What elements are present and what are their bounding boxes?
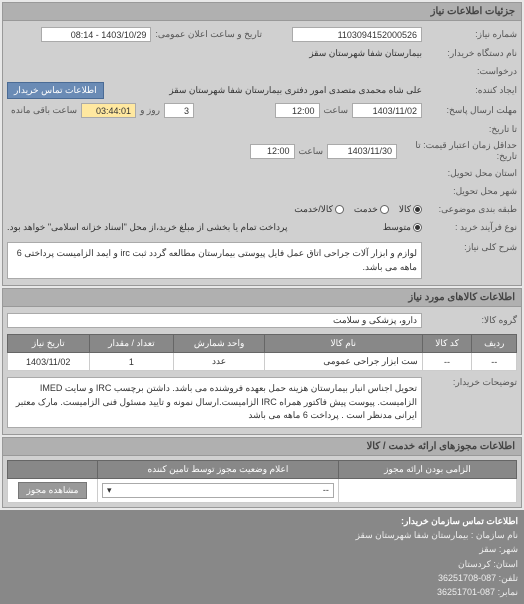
announce-value: 1403/10/29 - 08:14 bbox=[41, 27, 151, 42]
col-code: کد کالا bbox=[422, 335, 472, 353]
request-label: درخواست: bbox=[422, 66, 517, 77]
goods-info-panel: اطلاعات کالاهای مورد نیاز گروه کالا: دار… bbox=[2, 288, 522, 435]
view-license-button[interactable]: مشاهده مجوز bbox=[18, 482, 88, 499]
radio-goods[interactable]: کالا bbox=[399, 204, 422, 215]
col-row: ردیف bbox=[472, 335, 517, 353]
radio-dot-icon bbox=[413, 205, 422, 214]
need-no-value: 1103094152000526 bbox=[292, 27, 422, 42]
buyer-notes: تحویل اجناس انبار بیمارستان هزینه حمل بع… bbox=[7, 377, 422, 428]
contact-buyer-link[interactable]: اطلاعات تماس خریدار bbox=[7, 82, 104, 99]
radio-dot-icon bbox=[380, 205, 389, 214]
goods-table: ردیف کد کالا نام کالا واحد شمارش تعداد /… bbox=[7, 334, 517, 371]
buyer-value: بیمارستان شفا شهرستان سقز bbox=[309, 48, 422, 59]
license-panel: اطلاعات مجوزهای ارائه خدمت / کالا الزامی… bbox=[2, 437, 522, 508]
remain-time: 03:44:01 bbox=[81, 103, 136, 118]
time-label-2: ساعت bbox=[299, 146, 324, 157]
price-time: 12:00 bbox=[250, 144, 295, 159]
chevron-down-icon: ▾ bbox=[107, 485, 112, 496]
need-desc-label: شرح کلی نیاز: bbox=[422, 242, 517, 253]
time-label-1: ساعت bbox=[324, 105, 349, 116]
col-announce: اعلام وضعیت مجوز توسط تامین کننده bbox=[98, 460, 339, 478]
state-label: استان: bbox=[493, 557, 518, 571]
remain-label: ساعت باقی مانده bbox=[11, 105, 77, 116]
col-date: تاریخ نیاز bbox=[8, 335, 90, 353]
table-row: -- ▾ مشاهده مجوز bbox=[8, 478, 517, 502]
city-val: سقز bbox=[479, 542, 496, 556]
payment-note: پرداخت تمام یا بخشی از مبلغ خرید،از محل … bbox=[7, 222, 287, 233]
col-required: الزامی بودن ارائه مجوز bbox=[338, 460, 516, 478]
org-val: بیمارستان شفا شهرستان سقز bbox=[356, 528, 469, 542]
radio-dot-icon bbox=[335, 205, 344, 214]
remain-day-label: روز و bbox=[140, 105, 160, 116]
city-label: شهر: bbox=[499, 542, 518, 556]
table-row: -- -- ست ابزار جراحی عمومی عدد 1 1403/11… bbox=[8, 353, 517, 371]
delivery-state-label: استان محل تحویل: bbox=[422, 168, 517, 179]
tel-label: تلفن: bbox=[499, 571, 518, 585]
license-status-select[interactable]: -- ▾ bbox=[102, 483, 334, 498]
announce-label: تاریخ و ساعت اعلان عمومی: bbox=[155, 29, 262, 40]
radio-proc-low[interactable]: متوسط bbox=[383, 222, 422, 233]
col-unit: واحد شمارش bbox=[174, 335, 265, 353]
license-table: الزامی بودن ارائه مجوز اعلام وضعیت مجوز … bbox=[7, 460, 517, 503]
buyer-notes-label: توضیحات خریدار: bbox=[422, 377, 517, 388]
to-date-label: تا تاریخ: bbox=[422, 124, 517, 135]
buyer-label: نام دستگاه خریدار: bbox=[422, 48, 517, 59]
buy-process-label: نوع فرآیند خرید : bbox=[422, 222, 517, 233]
radio-service[interactable]: خدمت bbox=[354, 204, 389, 215]
col-qty: تعداد / مقدار bbox=[89, 335, 174, 353]
tel-val: 36251708-087 bbox=[438, 571, 496, 585]
remain-days: 3 bbox=[164, 103, 194, 118]
delivery-city-label: شهر محل تحویل: bbox=[422, 186, 517, 197]
org-label: نام سازمان : bbox=[471, 528, 518, 542]
price-date: 1403/11/30 bbox=[327, 144, 397, 159]
need-no-label: شماره نیاز: bbox=[422, 29, 517, 40]
radio-dot-icon bbox=[413, 223, 422, 232]
group-label: گروه کالا: bbox=[422, 315, 517, 326]
need-desc: لوازم و ابزار آلات جراحی اتاق عمل فایل پ… bbox=[7, 242, 422, 279]
price-deadline-label: حداقل زمان اعتبار قیمت: تا تاریخ: bbox=[397, 140, 517, 162]
col-name: نام کالا bbox=[264, 335, 422, 353]
panel1-title: جزئیات اطلاعات نیاز bbox=[3, 3, 521, 21]
process-radio-group: متوسط bbox=[383, 222, 422, 233]
reply-time: 12:00 bbox=[275, 103, 320, 118]
creator-value: علی شاه محمدی متصدی امور دفتری بیمارستان… bbox=[104, 85, 422, 96]
group-value: دارو، پزشکی و سلامت bbox=[7, 313, 422, 328]
reply-date: 1403/11/02 bbox=[352, 103, 422, 118]
fax-val: 36251701-087 bbox=[437, 585, 495, 599]
radio-both[interactable]: کالا/خدمت bbox=[294, 204, 344, 215]
need-details-panel: جزئیات اطلاعات نیاز شماره نیاز: 11030941… bbox=[2, 2, 522, 286]
panel3-title: اطلاعات مجوزهای ارائه خدمت / کالا bbox=[3, 438, 521, 456]
reply-deadline-label: مهلت ارسال پاسخ: bbox=[422, 105, 517, 116]
footer-title: اطلاعات تماس سازمان خریدار: bbox=[6, 514, 518, 528]
packaging-radio-group: کالا خدمت کالا/خدمت bbox=[294, 204, 422, 215]
packaging-label: طبقه بندی موضوعی: bbox=[422, 204, 517, 215]
fax-label: نمابر: bbox=[498, 585, 518, 599]
panel2-title: اطلاعات کالاهای مورد نیاز bbox=[3, 289, 521, 307]
creator-label: ایجاد کننده: bbox=[422, 85, 517, 96]
col-action bbox=[8, 460, 98, 478]
buyer-contact-footer: اطلاعات تماس سازمان خریدار: نام سازمان :… bbox=[0, 510, 524, 604]
state-val: کردستان bbox=[458, 557, 491, 571]
